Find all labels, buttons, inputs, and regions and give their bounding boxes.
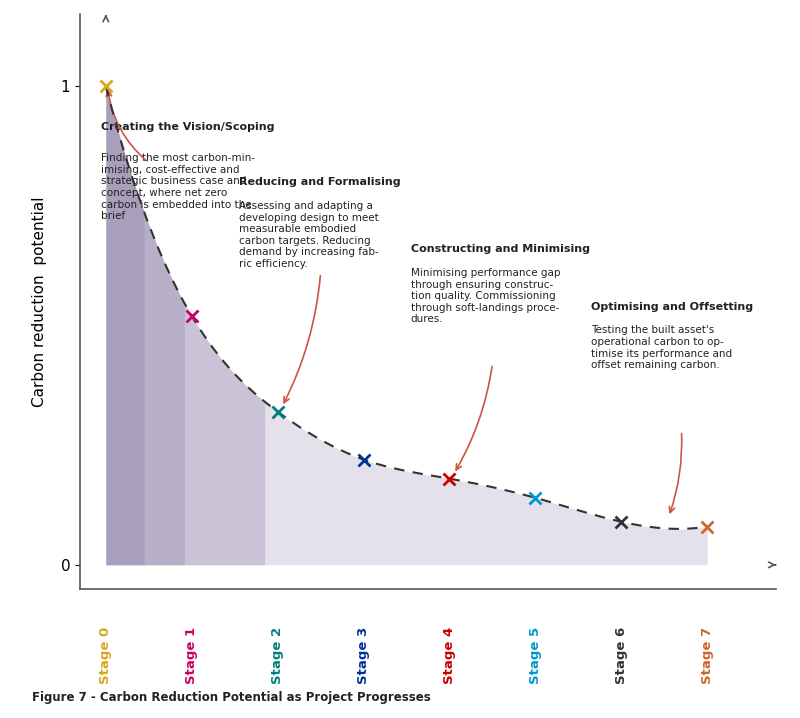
Text: Reducing and Formalising: Reducing and Formalising <box>239 177 401 187</box>
Text: Stage 3: Stage 3 <box>357 627 370 684</box>
Text: Constructing and Minimising: Constructing and Minimising <box>411 244 590 254</box>
Y-axis label: Carbon reduction  potential: Carbon reduction potential <box>32 196 46 407</box>
Text: Testing the built asset's
operational carbon to op-
timise its performance and
o: Testing the built asset's operational ca… <box>591 325 732 370</box>
Text: Finding the most carbon-min-
imising, cost-effective and
strategic business case: Finding the most carbon-min- imising, co… <box>102 153 255 221</box>
Text: Minimising performance gap
through ensuring construc-
tion quality. Commissionin: Minimising performance gap through ensur… <box>411 268 560 325</box>
Text: Stage 0: Stage 0 <box>99 627 112 684</box>
Text: Stage 6: Stage 6 <box>615 627 628 684</box>
Text: Creating the Vision/Scoping: Creating the Vision/Scoping <box>102 122 275 132</box>
Text: Stage 1: Stage 1 <box>186 627 198 684</box>
Text: Figure 7 - Carbon Reduction Potential as Project Progresses: Figure 7 - Carbon Reduction Potential as… <box>32 691 430 704</box>
Text: Optimising and Offsetting: Optimising and Offsetting <box>591 302 754 312</box>
Text: Stage 5: Stage 5 <box>529 627 542 684</box>
Text: Assessing and adapting a
developing design to meet
measurable embodied
carbon ta: Assessing and adapting a developing desi… <box>239 201 378 269</box>
Text: Stage 4: Stage 4 <box>443 627 456 684</box>
Text: Stage 7: Stage 7 <box>701 627 714 684</box>
Text: Stage 2: Stage 2 <box>271 627 284 684</box>
